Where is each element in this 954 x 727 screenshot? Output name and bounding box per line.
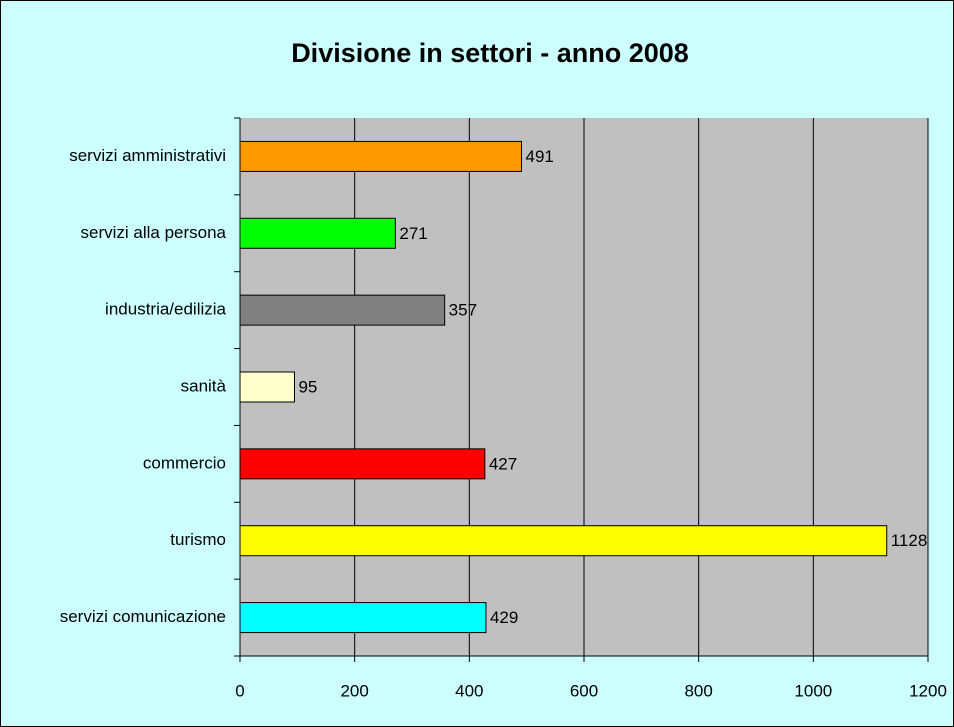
data-label: 357 bbox=[449, 301, 477, 320]
x-tick-label: 600 bbox=[570, 681, 598, 700]
bar bbox=[239, 371, 295, 403]
x-tick-label: 1200 bbox=[909, 681, 947, 700]
y-tick-label: sanità bbox=[181, 376, 227, 395]
bar bbox=[239, 217, 396, 249]
x-tick-label: 400 bbox=[455, 681, 483, 700]
bar bbox=[239, 525, 888, 557]
y-tick-label: servizi comunicazione bbox=[60, 607, 226, 626]
x-tick-label: 0 bbox=[235, 681, 244, 700]
data-label: 95 bbox=[298, 377, 317, 396]
data-label: 429 bbox=[490, 608, 518, 627]
x-tick-label: 800 bbox=[684, 681, 712, 700]
bar bbox=[239, 140, 523, 172]
y-tick-label: servizi amministrativi bbox=[69, 146, 226, 165]
data-label: 1128 bbox=[891, 531, 928, 550]
y-tick-label: servizi alla persona bbox=[80, 223, 226, 242]
chart-title: Divisione in settori - anno 2008 bbox=[291, 38, 689, 68]
data-label: 427 bbox=[489, 454, 517, 473]
y-tick-label: commercio bbox=[143, 453, 226, 472]
bar bbox=[239, 448, 486, 480]
bar bbox=[239, 602, 487, 634]
x-tick-label: 200 bbox=[340, 681, 368, 700]
data-label: 491 bbox=[526, 147, 554, 166]
data-label: 271 bbox=[399, 224, 427, 243]
x-tick-label: 1000 bbox=[794, 681, 832, 700]
bar bbox=[239, 294, 446, 326]
y-tick-label: turismo bbox=[170, 530, 226, 549]
y-tick-label: industria/edilizia bbox=[105, 300, 226, 319]
